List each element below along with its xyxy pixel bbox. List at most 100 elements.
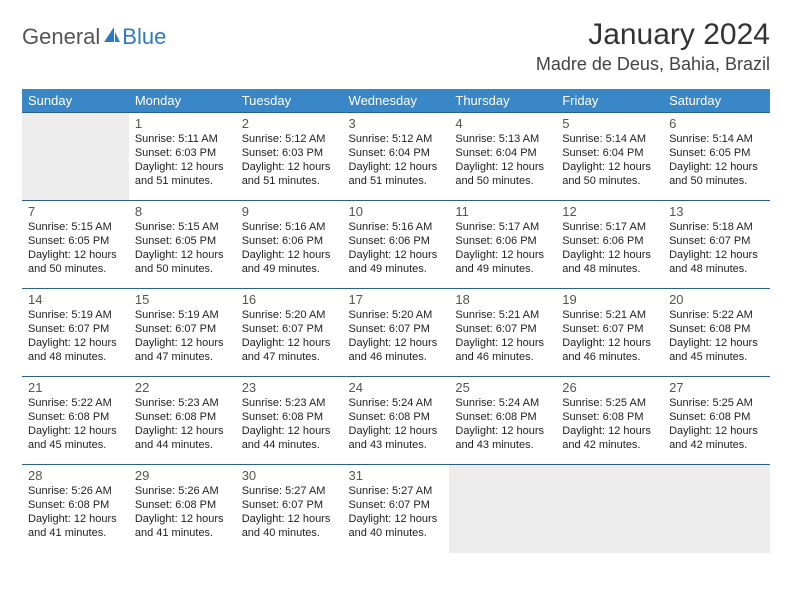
sunrise-line: Sunrise: 5:22 AM	[28, 397, 123, 411]
calendar-cell: 3Sunrise: 5:12 AMSunset: 6:04 PMDaylight…	[343, 113, 450, 201]
calendar-cell: 19Sunrise: 5:21 AMSunset: 6:07 PMDayligh…	[556, 289, 663, 377]
day-number: 1	[135, 116, 230, 132]
sunset-line: Sunset: 6:06 PM	[455, 235, 550, 249]
sunset-line: Sunset: 6:06 PM	[242, 235, 337, 249]
sail-icon	[102, 25, 122, 50]
sunrise-line: Sunrise: 5:25 AM	[562, 397, 657, 411]
day-number: 12	[562, 204, 657, 220]
day-info: Sunrise: 5:24 AMSunset: 6:08 PMDaylight:…	[455, 397, 550, 452]
calendar-cell: 15Sunrise: 5:19 AMSunset: 6:07 PMDayligh…	[129, 289, 236, 377]
sunset-line: Sunset: 6:06 PM	[562, 235, 657, 249]
day-info: Sunrise: 5:25 AMSunset: 6:08 PMDaylight:…	[669, 397, 764, 452]
sunrise-line: Sunrise: 5:15 AM	[135, 221, 230, 235]
sunrise-line: Sunrise: 5:14 AM	[669, 133, 764, 147]
calendar-week: 21Sunrise: 5:22 AMSunset: 6:08 PMDayligh…	[22, 377, 770, 465]
sunrise-line: Sunrise: 5:21 AM	[562, 309, 657, 323]
sunrise-line: Sunrise: 5:26 AM	[28, 485, 123, 499]
day-info: Sunrise: 5:12 AMSunset: 6:04 PMDaylight:…	[349, 133, 444, 188]
day-header: Saturday	[663, 89, 770, 113]
day-info: Sunrise: 5:27 AMSunset: 6:07 PMDaylight:…	[349, 485, 444, 540]
day-info: Sunrise: 5:26 AMSunset: 6:08 PMDaylight:…	[28, 485, 123, 540]
calendar-cell: 31Sunrise: 5:27 AMSunset: 6:07 PMDayligh…	[343, 465, 450, 553]
calendar-cell: 26Sunrise: 5:25 AMSunset: 6:08 PMDayligh…	[556, 377, 663, 465]
daylight-line: Daylight: 12 hours and 48 minutes.	[28, 337, 123, 365]
calendar-week: 7Sunrise: 5:15 AMSunset: 6:05 PMDaylight…	[22, 201, 770, 289]
day-number: 21	[28, 380, 123, 396]
calendar-cell: 25Sunrise: 5:24 AMSunset: 6:08 PMDayligh…	[449, 377, 556, 465]
daylight-line: Daylight: 12 hours and 46 minutes.	[455, 337, 550, 365]
sunset-line: Sunset: 6:08 PM	[135, 411, 230, 425]
calendar-cell: 20Sunrise: 5:22 AMSunset: 6:08 PMDayligh…	[663, 289, 770, 377]
sunrise-line: Sunrise: 5:19 AM	[135, 309, 230, 323]
sunset-line: Sunset: 6:04 PM	[562, 147, 657, 161]
logo-text-general: General	[22, 24, 100, 50]
calendar-cell	[556, 465, 663, 553]
day-number: 19	[562, 292, 657, 308]
daylight-line: Daylight: 12 hours and 43 minutes.	[349, 425, 444, 453]
day-info: Sunrise: 5:17 AMSunset: 6:06 PMDaylight:…	[562, 221, 657, 276]
day-info: Sunrise: 5:23 AMSunset: 6:08 PMDaylight:…	[242, 397, 337, 452]
sunset-line: Sunset: 6:07 PM	[562, 323, 657, 337]
calendar-cell: 11Sunrise: 5:17 AMSunset: 6:06 PMDayligh…	[449, 201, 556, 289]
day-header: Sunday	[22, 89, 129, 113]
sunset-line: Sunset: 6:07 PM	[242, 499, 337, 513]
sunrise-line: Sunrise: 5:27 AM	[242, 485, 337, 499]
day-info: Sunrise: 5:12 AMSunset: 6:03 PMDaylight:…	[242, 133, 337, 188]
calendar-table: SundayMondayTuesdayWednesdayThursdayFrid…	[22, 89, 770, 553]
day-info: Sunrise: 5:21 AMSunset: 6:07 PMDaylight:…	[455, 309, 550, 364]
sunrise-line: Sunrise: 5:16 AM	[349, 221, 444, 235]
calendar-cell: 2Sunrise: 5:12 AMSunset: 6:03 PMDaylight…	[236, 113, 343, 201]
location: Madre de Deus, Bahia, Brazil	[536, 54, 770, 75]
daylight-line: Daylight: 12 hours and 50 minutes.	[669, 161, 764, 189]
calendar-cell	[22, 113, 129, 201]
calendar-cell: 6Sunrise: 5:14 AMSunset: 6:05 PMDaylight…	[663, 113, 770, 201]
day-info: Sunrise: 5:15 AMSunset: 6:05 PMDaylight:…	[135, 221, 230, 276]
sunrise-line: Sunrise: 5:20 AM	[242, 309, 337, 323]
sunset-line: Sunset: 6:08 PM	[28, 411, 123, 425]
daylight-line: Daylight: 12 hours and 49 minutes.	[455, 249, 550, 277]
calendar-cell	[663, 465, 770, 553]
calendar-week: 14Sunrise: 5:19 AMSunset: 6:07 PMDayligh…	[22, 289, 770, 377]
day-number: 5	[562, 116, 657, 132]
day-info: Sunrise: 5:20 AMSunset: 6:07 PMDaylight:…	[349, 309, 444, 364]
sunset-line: Sunset: 6:07 PM	[135, 323, 230, 337]
calendar-cell: 17Sunrise: 5:20 AMSunset: 6:07 PMDayligh…	[343, 289, 450, 377]
daylight-line: Daylight: 12 hours and 48 minutes.	[669, 249, 764, 277]
daylight-line: Daylight: 12 hours and 43 minutes.	[455, 425, 550, 453]
day-number: 29	[135, 468, 230, 484]
title-block: January 2024 Madre de Deus, Bahia, Brazi…	[536, 18, 770, 75]
sunset-line: Sunset: 6:08 PM	[135, 499, 230, 513]
logo: General Blue	[22, 24, 166, 50]
day-info: Sunrise: 5:27 AMSunset: 6:07 PMDaylight:…	[242, 485, 337, 540]
sunrise-line: Sunrise: 5:26 AM	[135, 485, 230, 499]
daylight-line: Daylight: 12 hours and 40 minutes.	[242, 513, 337, 541]
day-number: 15	[135, 292, 230, 308]
day-header: Tuesday	[236, 89, 343, 113]
daylight-line: Daylight: 12 hours and 49 minutes.	[242, 249, 337, 277]
daylight-line: Daylight: 12 hours and 42 minutes.	[669, 425, 764, 453]
daylight-line: Daylight: 12 hours and 42 minutes.	[562, 425, 657, 453]
daylight-line: Daylight: 12 hours and 47 minutes.	[135, 337, 230, 365]
day-info: Sunrise: 5:19 AMSunset: 6:07 PMDaylight:…	[135, 309, 230, 364]
day-number: 31	[349, 468, 444, 484]
sunrise-line: Sunrise: 5:23 AM	[242, 397, 337, 411]
sunrise-line: Sunrise: 5:11 AM	[135, 133, 230, 147]
day-number: 11	[455, 204, 550, 220]
sunrise-line: Sunrise: 5:24 AM	[455, 397, 550, 411]
calendar-cell: 24Sunrise: 5:24 AMSunset: 6:08 PMDayligh…	[343, 377, 450, 465]
sunrise-line: Sunrise: 5:23 AM	[135, 397, 230, 411]
daylight-line: Daylight: 12 hours and 49 minutes.	[349, 249, 444, 277]
calendar-cell: 4Sunrise: 5:13 AMSunset: 6:04 PMDaylight…	[449, 113, 556, 201]
calendar-cell	[449, 465, 556, 553]
day-info: Sunrise: 5:20 AMSunset: 6:07 PMDaylight:…	[242, 309, 337, 364]
daylight-line: Daylight: 12 hours and 47 minutes.	[242, 337, 337, 365]
day-number: 6	[669, 116, 764, 132]
sunset-line: Sunset: 6:03 PM	[135, 147, 230, 161]
calendar-cell: 5Sunrise: 5:14 AMSunset: 6:04 PMDaylight…	[556, 113, 663, 201]
calendar-cell: 13Sunrise: 5:18 AMSunset: 6:07 PMDayligh…	[663, 201, 770, 289]
day-info: Sunrise: 5:14 AMSunset: 6:04 PMDaylight:…	[562, 133, 657, 188]
sunset-line: Sunset: 6:08 PM	[349, 411, 444, 425]
sunrise-line: Sunrise: 5:12 AM	[242, 133, 337, 147]
day-info: Sunrise: 5:22 AMSunset: 6:08 PMDaylight:…	[669, 309, 764, 364]
day-number: 28	[28, 468, 123, 484]
